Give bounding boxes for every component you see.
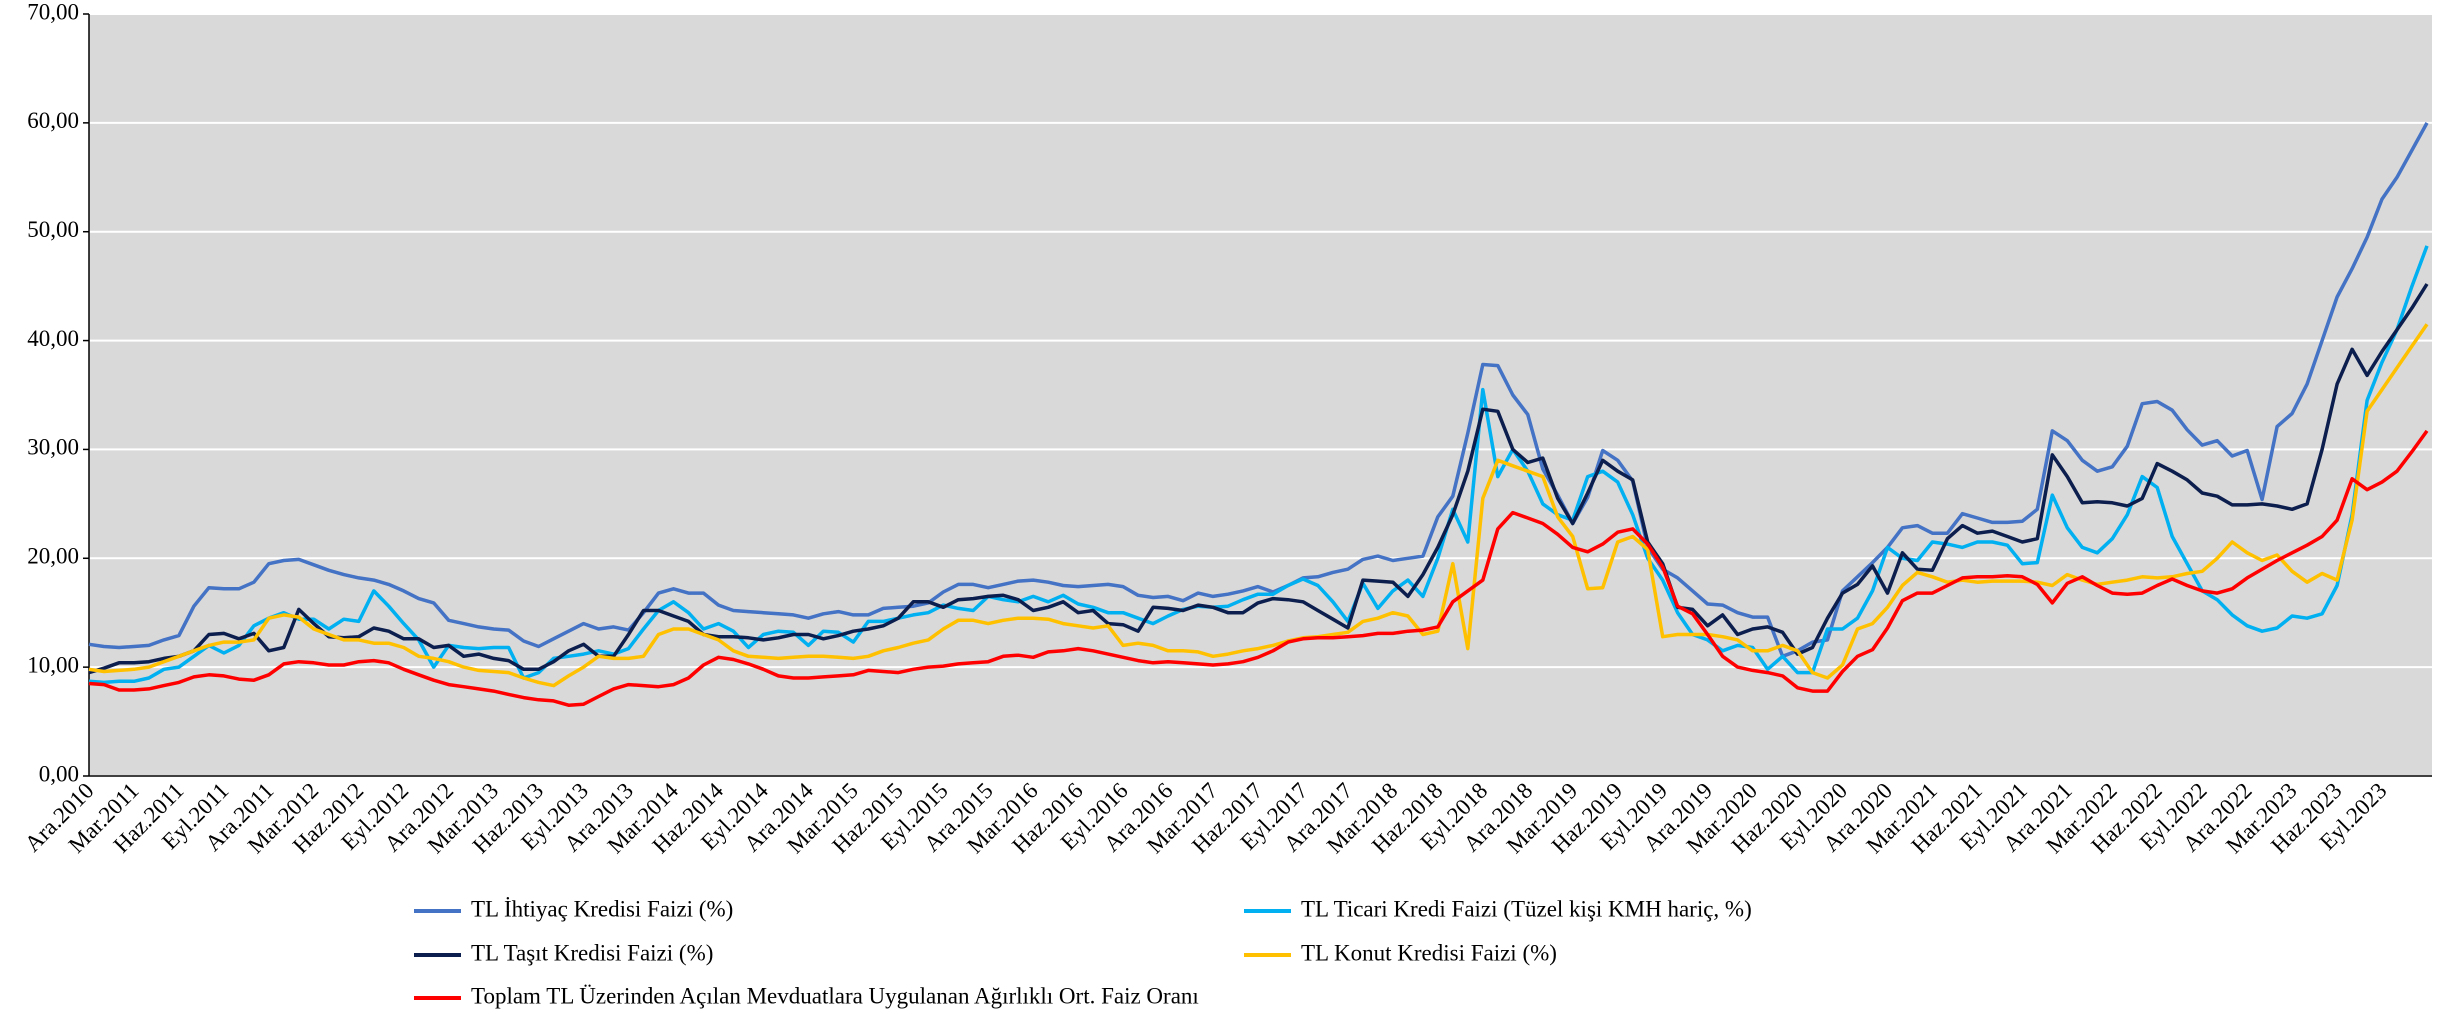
series-line	[88, 429, 2429, 707]
y-tick-label: 50,00	[27, 217, 79, 242]
series-line	[88, 323, 2429, 688]
y-tick-label: 30,00	[27, 435, 79, 460]
legend-label: TL Konut Kredisi Faizi (%)	[1301, 940, 1557, 965]
y-tick-label: 60,00	[27, 108, 79, 133]
y-tick-label: 20,00	[27, 544, 79, 569]
series-line	[88, 245, 2429, 685]
y-tick-label: 40,00	[27, 326, 79, 351]
legend-label: TL Taşıt Kredisi Faizi (%)	[471, 940, 713, 965]
y-tick-label: 70,00	[27, 0, 79, 24]
series-line	[88, 283, 2429, 675]
plot-area	[89, 14, 2432, 776]
y-tick-label: 10,00	[27, 652, 79, 677]
y-tick-label: 0,00	[39, 761, 79, 786]
legend-label: Toplam TL Üzerinden Açılan Mevduatlara U…	[471, 983, 1199, 1008]
legend-label: TL İhtiyaç Kredisi Faizi (%)	[471, 896, 733, 921]
series-line	[88, 122, 2429, 659]
legend-label: TL Ticari Kredi Faizi (Tüzel kişi KMH ha…	[1301, 896, 1752, 921]
